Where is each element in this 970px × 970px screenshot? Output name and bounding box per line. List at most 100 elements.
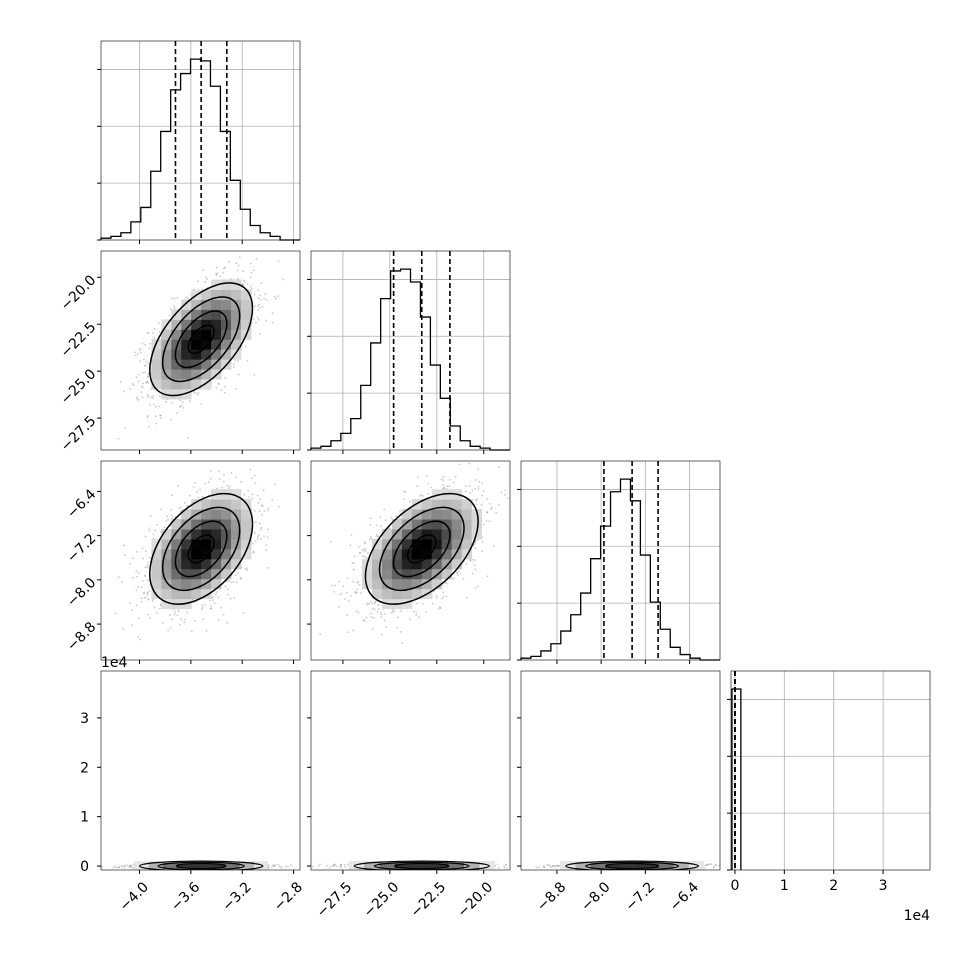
sample-point <box>215 274 218 277</box>
sample-point <box>464 485 467 488</box>
sample-point <box>476 585 479 588</box>
sample-point <box>242 283 244 286</box>
sample-point <box>488 502 491 505</box>
density-cell <box>151 349 162 360</box>
sample-point <box>209 608 212 610</box>
sample-point <box>240 578 243 580</box>
sample-point <box>372 616 375 619</box>
sample-point <box>149 556 151 559</box>
sample-point <box>244 280 247 283</box>
sample-point <box>362 555 364 558</box>
sample-point <box>409 618 411 621</box>
sample-point <box>141 547 144 550</box>
density-cell <box>181 588 192 600</box>
sample-point <box>208 599 211 602</box>
sample-point <box>147 613 150 616</box>
sample-point <box>132 557 134 560</box>
sample-point <box>141 342 144 345</box>
sample-point <box>381 633 383 636</box>
density-cell <box>171 329 182 340</box>
sample-point <box>357 611 360 614</box>
sample-point <box>148 527 151 530</box>
density-cell <box>161 359 172 370</box>
sample-point <box>215 273 217 275</box>
sample-point <box>377 535 380 538</box>
sample-point <box>147 332 150 334</box>
sample-point <box>456 572 458 575</box>
histogram-3 <box>731 688 742 870</box>
density-cell <box>171 369 182 380</box>
sample-point <box>250 276 252 279</box>
sample-point <box>121 581 123 583</box>
panel-content <box>319 462 509 645</box>
sample-point <box>205 630 208 632</box>
density-cell <box>181 369 192 380</box>
contour-3 <box>149 282 254 397</box>
sample-point <box>355 592 358 594</box>
sample-point <box>403 498 406 501</box>
sample-point <box>136 352 139 355</box>
sample-point <box>424 611 427 614</box>
sample-point <box>263 297 266 300</box>
sample-point <box>152 395 154 398</box>
sample-point <box>422 495 424 497</box>
sample-point <box>247 455 249 457</box>
sample-point <box>222 271 224 274</box>
sample-point <box>471 499 474 502</box>
sample-point <box>141 396 144 399</box>
sample-point <box>224 266 227 269</box>
density-cell <box>240 319 252 330</box>
density-cell <box>230 499 242 510</box>
sample-point <box>374 608 376 611</box>
sample-point <box>177 485 180 487</box>
sample-point <box>139 360 142 363</box>
sample-point <box>138 348 141 351</box>
sample-point <box>246 569 249 571</box>
sample-point <box>255 321 257 324</box>
density-cell <box>201 379 212 390</box>
sample-point <box>485 520 488 522</box>
sample-point <box>506 497 509 500</box>
sample-point <box>244 567 247 570</box>
density-cell <box>161 578 172 590</box>
density-cell <box>211 538 222 550</box>
sample-point <box>345 591 348 594</box>
sample-point <box>215 593 217 596</box>
sample-point <box>156 523 158 526</box>
density-cell <box>151 359 162 370</box>
sample-point <box>416 476 419 479</box>
sample-point <box>160 417 162 419</box>
sample-point <box>227 487 230 490</box>
sample-point <box>171 401 174 404</box>
sample-point <box>253 373 256 376</box>
sample-point <box>194 392 197 395</box>
sample-point <box>446 485 449 488</box>
diag-panel-3 <box>727 670 931 874</box>
sample-point <box>147 381 150 384</box>
sample-point <box>264 293 267 296</box>
sample-point <box>144 535 147 538</box>
sample-point <box>258 510 261 513</box>
density-cell <box>221 329 232 340</box>
sample-point <box>169 614 171 616</box>
sample-point <box>259 537 262 540</box>
contour-3 <box>149 492 254 605</box>
density-cell <box>191 499 202 510</box>
sample-point <box>136 396 139 399</box>
sample-point <box>201 604 204 607</box>
sample-point <box>222 613 225 616</box>
sample-point <box>278 505 280 508</box>
density-cell <box>151 369 162 380</box>
sample-point <box>215 266 218 269</box>
sample-point <box>251 542 254 545</box>
sample-point <box>129 602 132 605</box>
density-cell <box>191 528 202 540</box>
density-cell <box>201 509 212 520</box>
sample-point <box>457 570 460 573</box>
density-cell <box>171 519 182 530</box>
sample-point <box>238 256 241 259</box>
sample-point <box>196 393 199 396</box>
density-cell <box>211 309 222 320</box>
panel-content <box>114 455 280 641</box>
sample-point <box>263 510 266 513</box>
